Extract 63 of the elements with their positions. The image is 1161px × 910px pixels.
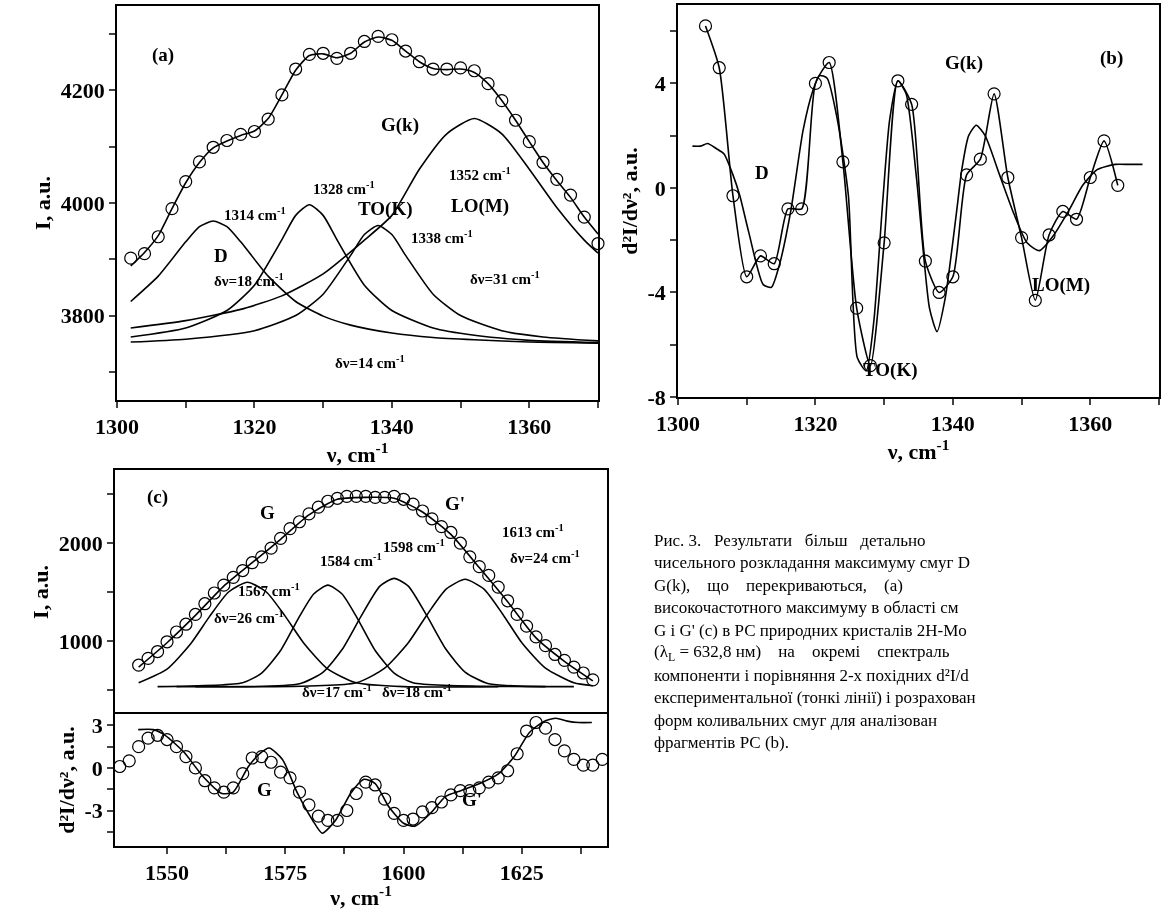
text: G і G' (c) в РС природних кристалів 2H-Mo [654,621,967,640]
x-tick-label: 1360 [507,414,552,440]
annotation: δν=14 cm$^{-1}$ [335,353,405,372]
annotation: D [755,162,769,183]
y-tick-label: 3 [91,713,103,739]
x-tick-label: 1360 [1068,411,1113,437]
annotation: 1352 cm$^{-1}$ [449,165,511,184]
annotation: δν=31 cm$^{-1}$ [470,269,540,288]
annotation: G' [462,789,483,810]
text: фрагментів РС (b). [654,733,789,752]
annotation: G' [445,493,466,514]
y-axis-title: I, a.u. [30,176,56,230]
y-tick-label: 0 [91,755,103,781]
x-tick-label: 1550 [145,860,190,886]
y-tick-label: 4 [654,71,666,97]
y-axis-title: d²I/dν², a.u. [616,147,642,255]
annotation: LO(M) [451,195,510,217]
annotation: δν=24 cm$^{-1}$ [510,548,580,567]
annotation: 1584 cm$^{-1}$ [320,551,382,570]
x-tick-label: 1300 [95,414,139,440]
annotation: D [214,245,228,266]
y-tick-label: 4200 [60,78,105,104]
x-tick-label: 1575 [263,860,308,886]
annotation: 1598 cm$^{-1}$ [383,537,445,556]
annotation: 1567 cm$^{-1}$ [238,581,300,600]
annotation: 1314 cm$^{-1}$ [224,205,286,224]
y-tick-label: 2000 [58,530,103,556]
text: форм коливальних смуг для аналізован [654,711,938,730]
x-tick-label: 1340 [930,411,975,437]
x-tick-label: 1340 [369,414,414,440]
y-axis-title: d²I/dν², a.u. [53,726,79,834]
text: чисельного розкладання максимуму смуг D [654,553,971,572]
annotation: 1328 cm$^{-1}$ [313,179,375,198]
text: експериментальної (тонкі лінії) і розрахован [654,688,976,707]
annotation: (a) [152,44,175,66]
annotation: TO(K) [863,359,918,381]
annotation: G(k) [381,114,419,136]
y-tick-label: -3 [84,798,103,824]
annotation: G [260,502,275,523]
x-tick-label: 1300 [656,411,700,437]
x-tick-label: 1625 [499,860,544,886]
annotation: G [257,779,272,800]
y-axis-title: I, a.u. [28,565,54,619]
y-tick-label: 3800 [60,303,105,329]
text: компоненти і порівняння 2-х похідних d²I/d [654,666,970,685]
text: (λ$_{L}$ = 632,8 нм) на окремі спектраль [654,642,950,664]
x-axis-title: ν, cm$^{-1}$ [325,439,389,468]
y-tick-label: 0 [654,175,666,201]
annotation: (c) [147,486,169,508]
x-axis-title: ν, cm$^{-1}$ [886,436,950,465]
annotation: G(k) [945,52,983,74]
x-tick-label: 1320 [232,414,277,440]
text: Рис. 3. Результати більш детально [654,531,926,550]
y-tick-label: -8 [647,384,666,410]
text: високочастотного максимуму в області см [654,598,959,617]
annotation: 1613 cm$^{-1}$ [502,522,564,541]
x-tick-label: 1320 [793,411,838,437]
y-tick-label: 1000 [58,628,103,654]
y-tick-label: -4 [647,280,666,306]
annotation: (b) [1100,47,1124,69]
text: G(k), що перекриваються, (a) [654,576,903,595]
y-tick-label: 4000 [60,190,105,216]
annotation: 1338 cm$^{-1}$ [411,228,473,247]
